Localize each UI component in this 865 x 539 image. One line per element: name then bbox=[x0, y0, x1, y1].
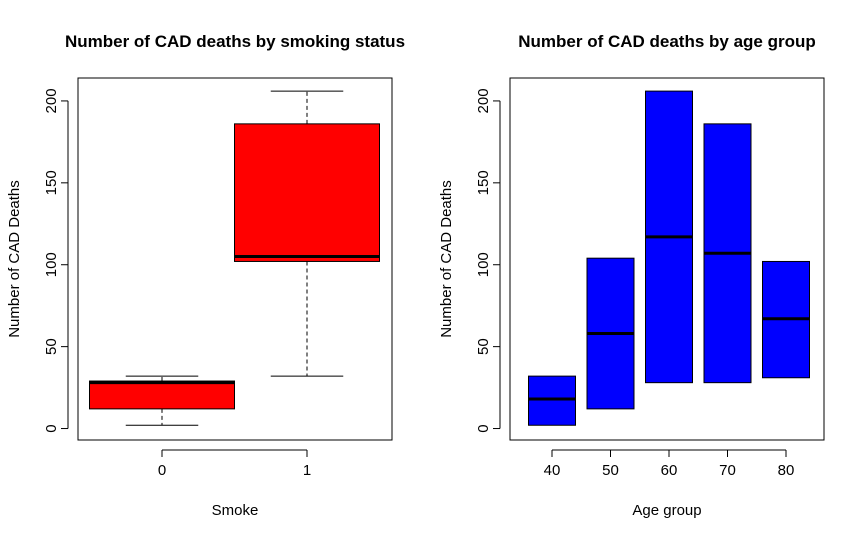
plot-frame bbox=[509, 77, 825, 441]
x-tick-label: 80 bbox=[778, 462, 795, 479]
y-tick-label: 50 bbox=[475, 338, 492, 355]
age-group-boxplot: Number of CAD deaths by age group Age gr… bbox=[438, 32, 825, 519]
plot-frame bbox=[77, 77, 393, 441]
chart-title: Number of CAD deaths by age group bbox=[518, 32, 816, 51]
x-axis: 40 50 60 70 80 bbox=[544, 449, 795, 479]
y-tick-label: 150 bbox=[475, 170, 492, 195]
chart-title: Number of CAD deaths by smoking status bbox=[65, 32, 405, 51]
y-tick-label: 0 bbox=[475, 424, 492, 432]
x-tick-label: 40 bbox=[544, 462, 561, 479]
y-axis-label: Number of CAD Deaths bbox=[438, 180, 455, 338]
y-tick-label: 200 bbox=[475, 88, 492, 113]
y-axis: 0 50 100 150 200 bbox=[475, 88, 501, 433]
x-tick-label: 60 bbox=[661, 462, 678, 479]
x-tick-label: 0 bbox=[158, 462, 166, 479]
y-tick-label: 200 bbox=[43, 88, 60, 113]
x-axis-label: Age group bbox=[632, 502, 701, 519]
y-axis-label: Number of CAD Deaths bbox=[6, 180, 23, 338]
x-tick-label: 50 bbox=[602, 462, 619, 479]
smoking-status-boxplot: Number of CAD deaths by smoking status S… bbox=[6, 32, 405, 519]
y-tick-label: 150 bbox=[43, 170, 60, 195]
y-tick-label: 100 bbox=[475, 252, 492, 277]
x-tick-label: 1 bbox=[303, 462, 311, 479]
box bbox=[528, 375, 576, 426]
x-tick-label: 70 bbox=[719, 462, 736, 479]
y-tick-label: 100 bbox=[43, 252, 60, 277]
box-marks bbox=[528, 90, 810, 426]
box-marks bbox=[89, 90, 380, 426]
y-tick-label: 0 bbox=[43, 424, 60, 432]
y-axis: 0 50 100 150 200 bbox=[43, 88, 69, 433]
y-tick-label: 50 bbox=[43, 338, 60, 355]
box bbox=[234, 123, 380, 262]
x-axis-label: Smoke bbox=[212, 502, 259, 519]
box bbox=[89, 380, 235, 410]
